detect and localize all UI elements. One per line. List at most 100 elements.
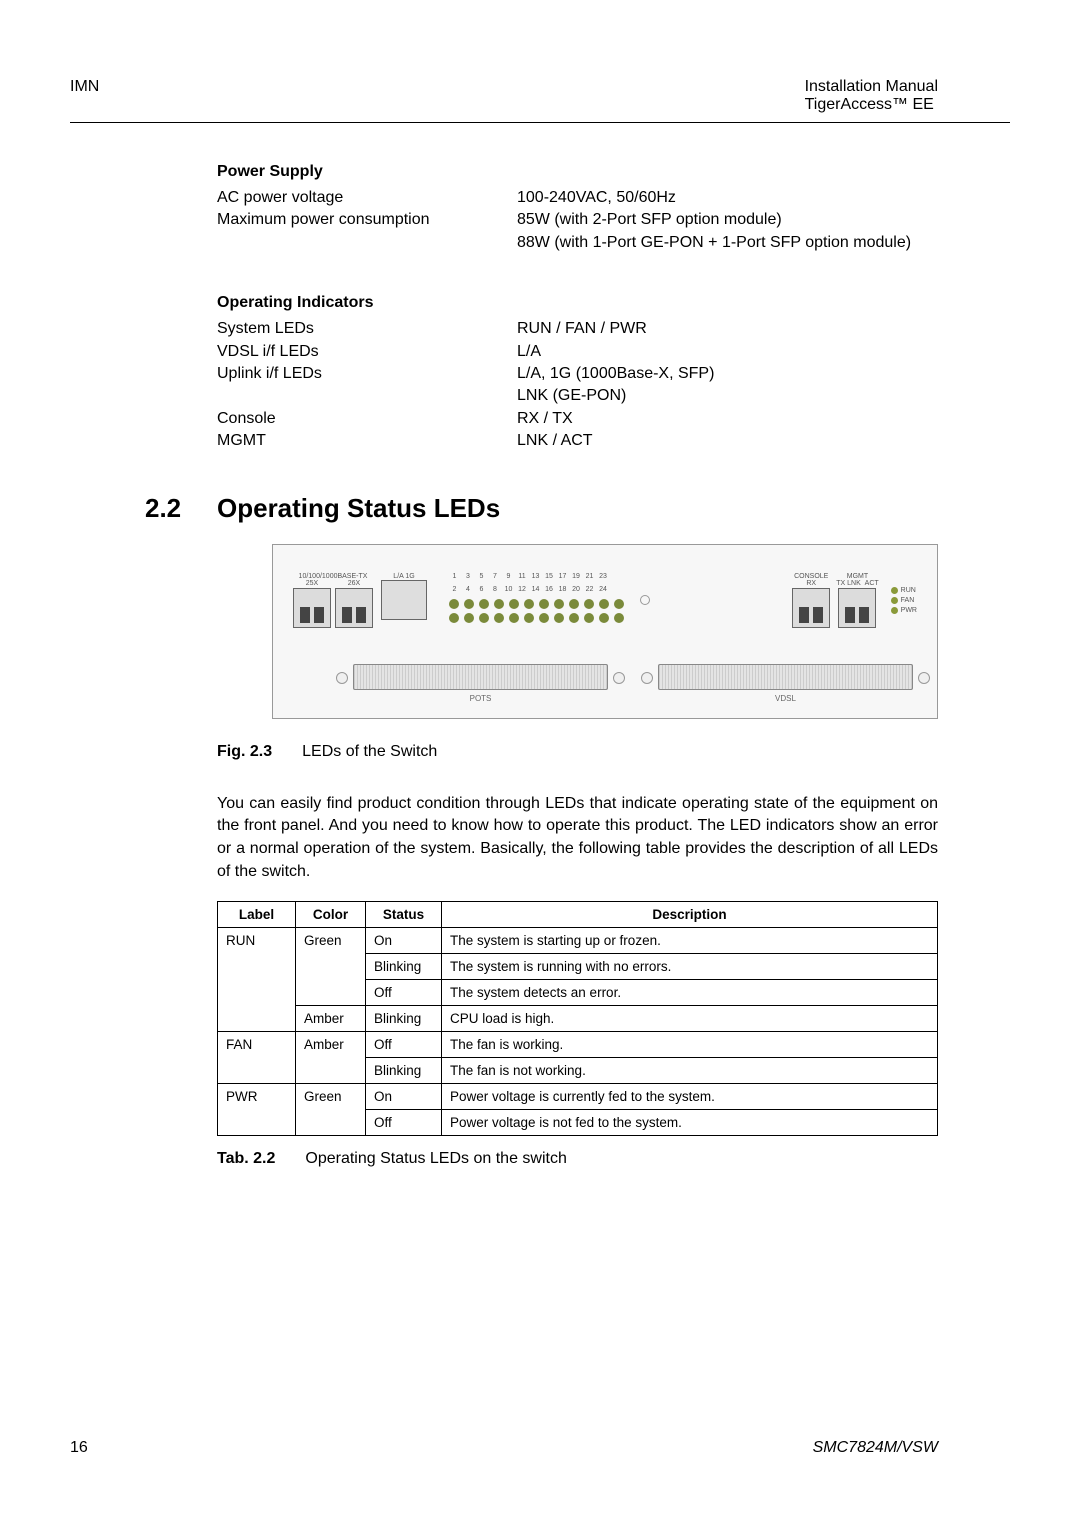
section-title: Operating Status LEDs [217,493,500,524]
led-dot [509,613,519,623]
led-dot [554,613,564,623]
vdsl-slot: VDSL [658,664,913,690]
cell-color: Amber [296,1032,366,1084]
led-dot [584,599,594,609]
page-header: IMN Installation Manual TigerAccess™ EE [0,0,1080,114]
sfp-slot [381,580,427,620]
mgmt-port [838,588,876,628]
spec-value: L/A, 1G (1000Base-X, SFP)LNK (GE-PON) [517,363,938,408]
table-row: PWRGreenOnPower voltage is currently fed… [218,1084,938,1110]
cell-status: Off [366,1032,442,1058]
model-number: SMC7824M/VSW [813,1439,938,1457]
post-figure-content: Fig. 2.3 LEDs of the Switch You can easil… [0,719,1080,1169]
cell-label: RUN [218,928,296,1032]
spec-row: VDSL i/f LEDsL/A [217,341,938,363]
led-dot [599,613,609,623]
spec-label: MGMT [217,430,517,452]
operating-indicators-title: Operating Indicators [217,294,938,312]
table-header: Status [366,902,442,928]
spec-row: AC power voltage100-240VAC, 50/60Hz [217,187,938,209]
cell-desc: The fan is not working. [442,1058,938,1084]
pinhole [640,595,650,605]
header-product: TigerAccess™ EE [805,96,938,114]
console-label: CONSOLE [794,573,828,580]
cell-desc: CPU load is high. [442,1006,938,1032]
spec-label: System LEDs [217,318,517,340]
table-header: Color [296,902,366,928]
cell-status: Off [366,1110,442,1136]
cell-color: Green [296,1084,366,1136]
spec-value: LNK / ACT [517,430,938,452]
content-area: Power Supply AC power voltage100-240VAC,… [0,123,1080,453]
spec-row: Uplink i/f LEDsL/A, 1G (1000Base-X, SFP)… [217,363,938,408]
spec-value: 100-240VAC, 50/60Hz [517,187,938,209]
cell-desc: The system is running with no errors. [442,954,938,980]
cell-color: Green [296,928,366,1006]
header-manual: Installation Manual [805,78,938,96]
txlnk-label: TX LNK [836,580,861,587]
led-dot [614,613,624,623]
led-grid: 1357911131517192123 24681012141618202224 [449,573,624,623]
led-dot [599,599,609,609]
cell-status: Blinking [366,954,442,980]
cell-label: FAN [218,1032,296,1084]
table-header: Description [442,902,938,928]
run-led-label: RUN [901,587,916,594]
cell-status: Off [366,980,442,1006]
led-dot [614,599,624,609]
table-row: FANAmberOffThe fan is working. [218,1032,938,1058]
fan-led-label: FAN [901,597,915,604]
act-label: ACT [865,580,879,587]
table-header: Label [218,902,296,928]
spec-value: RX / TX [517,408,938,430]
table-row: RUNGreenOnThe system is starting up or f… [218,928,938,954]
table-caption: Tab. 2.2 Operating Status LEDs on the swi… [217,1136,938,1168]
pots-label: POTS [470,694,492,703]
body-paragraph: You can easily find product condition th… [217,793,938,884]
port26-label: 26X [348,580,360,588]
cell-status: On [366,1084,442,1110]
cell-desc: The fan is working. [442,1032,938,1058]
led-table: LabelColorStatusDescription RUNGreenOnTh… [217,901,938,1136]
led-dot [584,613,594,623]
mgmt-label: MGMT [847,573,868,580]
section-heading: 2.2 Operating Status LEDs [0,453,1080,544]
spec-row: MGMTLNK / ACT [217,430,938,452]
header-right: Installation Manual TigerAccess™ EE [805,78,938,114]
right-ports: CONSOLERX MGMTTX LNK ACT RUN FAN PWR [792,573,917,628]
cell-status: On [366,928,442,954]
port-26 [335,588,373,628]
power-supply-title: Power Supply [217,163,938,181]
led-dot [464,599,474,609]
fig-text: LEDs of the Switch [302,743,437,760]
led-dot [449,613,459,623]
spec-row: ConsoleRX / TX [217,408,938,430]
figure-wrap: 10/100/1000BASE-TX 25X 26X L/A 1G [0,544,1080,719]
rx-label: RX [806,580,816,587]
led-dot [509,599,519,609]
cell-desc: The system detects an error. [442,980,938,1006]
pwr-led-label: PWR [901,607,917,614]
status-leds: RUN FAN PWR [891,573,917,628]
tab-label: Tab. 2.2 [217,1150,275,1167]
led-dot [494,613,504,623]
spec-label: Maximum power consumption [217,209,517,254]
table-row: AmberBlinkingCPU load is high. [218,1006,938,1032]
cell-status: Blinking [366,1058,442,1084]
cell-label: PWR [218,1084,296,1136]
led-dot [494,599,504,609]
vdsl-label: VDSL [775,694,796,703]
fig-label: Fig. 2.3 [217,743,272,760]
spec-row: System LEDsRUN / FAN / PWR [217,318,938,340]
figure-caption: Fig. 2.3 LEDs of the Switch [217,719,938,761]
la1g-label: L/A 1G [393,573,414,581]
tab-text: Operating Status LEDs on the switch [305,1150,566,1167]
spec-label: Console [217,408,517,430]
spec-label: AC power voltage [217,187,517,209]
port-25 [293,588,331,628]
spec-value: 85W (with 2-Port SFP option module)88W (… [517,209,938,254]
page-footer: 16 SMC7824M/VSW [70,1439,938,1457]
led-dot [479,613,489,623]
console-port [792,588,830,628]
led-dot [569,613,579,623]
